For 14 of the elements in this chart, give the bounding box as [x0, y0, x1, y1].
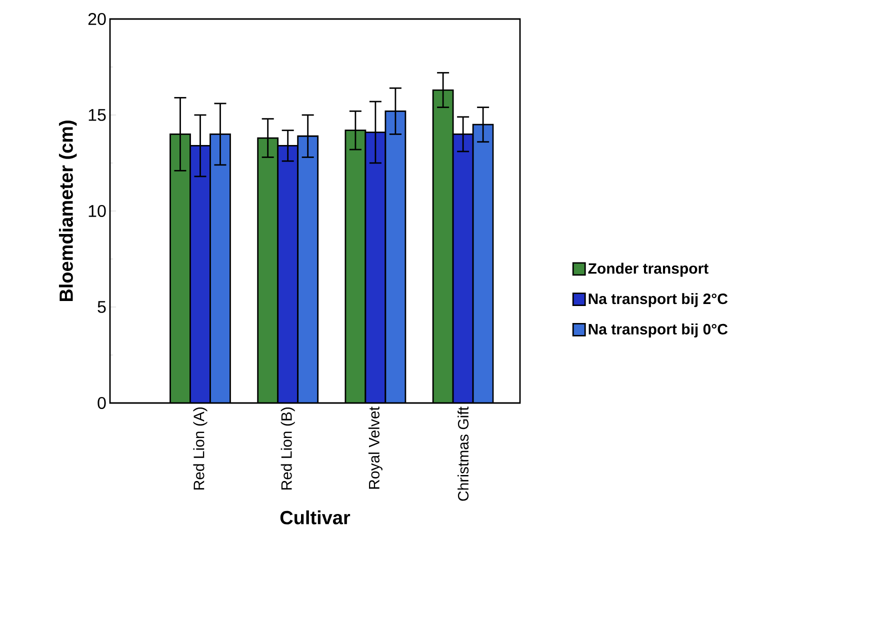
y-tick-label: 15: [88, 109, 106, 121]
x-axis-title: Cultivar: [280, 510, 350, 524]
legend-label: Zonder transport: [588, 262, 708, 277]
y-tick-label: 20: [88, 12, 106, 26]
y-tick-label: 5: [98, 301, 106, 313]
x-tick-label: Red Lion (A): [193, 407, 208, 490]
y-axis-title: Bloemdiameter (cm): [58, 120, 77, 302]
legend-label: Na transport bij 2°C: [588, 293, 728, 308]
legend-label: Na transport bij 0°C: [588, 324, 728, 338]
x-tick-label: Royal Velvet: [368, 406, 382, 489]
y-tick-label: 10: [88, 204, 106, 218]
x-tick-label: Red Lion (B): [280, 407, 295, 490]
x-tick-label: Christmas Gift: [458, 406, 469, 501]
y-tick-label: 0: [98, 396, 106, 410]
